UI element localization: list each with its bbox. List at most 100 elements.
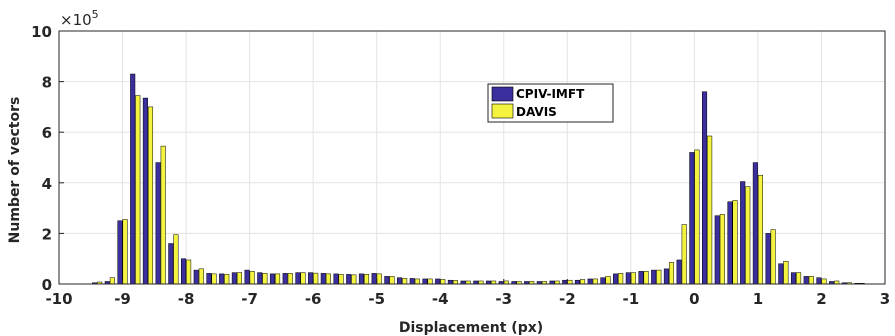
bar-cpiv-imft (613, 273, 619, 285)
x-tick-label: -10 (45, 290, 72, 308)
bar-cpiv-imft (333, 273, 339, 285)
bar-davis (821, 278, 827, 285)
bar-davis (707, 135, 713, 285)
bar-cpiv-imft (587, 278, 593, 285)
bar-davis (440, 279, 446, 285)
bar-davis (656, 269, 662, 285)
bar-cpiv-imft (778, 263, 784, 285)
legend-swatch-cpiv-imft (491, 86, 514, 102)
y-tick-label: 2 (42, 225, 52, 243)
legend: CPIV-IMFT DAVIS (487, 83, 614, 123)
bar-cpiv-imft (282, 273, 288, 285)
bar-davis (135, 95, 141, 285)
bar-davis (186, 259, 192, 285)
x-tick-label: -3 (495, 290, 512, 308)
x-tick-label: -7 (241, 290, 258, 308)
bar-davis (402, 278, 408, 285)
bar-davis (109, 277, 115, 285)
bar-cpiv-imft (714, 215, 720, 285)
bar-davis (338, 274, 344, 285)
bar-davis (770, 229, 776, 285)
bar-cpiv-imft (447, 279, 453, 285)
bar-davis (389, 276, 395, 285)
bar-cpiv-imft (600, 277, 606, 285)
bar-cpiv-imft (663, 268, 669, 285)
legend-label-davis: DAVIS (516, 105, 557, 119)
bar-davis (567, 279, 573, 285)
bar-cpiv-imft (422, 278, 428, 285)
y-multiplier-exponent: 5 (92, 8, 99, 21)
bar-cpiv-imft (651, 269, 657, 285)
bar-davis (592, 278, 598, 285)
y-tick-label: 10 (31, 23, 52, 41)
bar-cpiv-imft (409, 278, 415, 285)
bar-cpiv-imft (397, 277, 403, 285)
y-tick-label: 4 (42, 175, 52, 193)
bar-cpiv-imft (168, 243, 174, 285)
bar-davis (808, 276, 814, 285)
bar-cpiv-imft (346, 274, 352, 285)
bar-davis (224, 274, 230, 285)
x-tick-label: 0 (689, 290, 699, 308)
y-multiplier: ×105 (60, 8, 99, 29)
bar-davis (122, 219, 128, 285)
bar-davis (325, 273, 331, 285)
bar-cpiv-imft (244, 269, 250, 285)
x-tick-label: 3 (880, 290, 890, 308)
bar-davis (618, 273, 624, 285)
y-tick-label: 6 (42, 124, 52, 142)
x-tick-label: 1 (753, 290, 763, 308)
y-axis-title: Number of vectors (7, 97, 23, 244)
bar-davis (783, 260, 789, 285)
bar-series (92, 73, 865, 285)
bar-davis (300, 272, 306, 285)
bar-cpiv-imft (384, 276, 390, 285)
bar-davis (236, 272, 242, 285)
x-axis-title: Displacement (px) (399, 320, 543, 336)
bar-davis (630, 272, 636, 285)
x-tick-label: -5 (368, 290, 385, 308)
bar-cpiv-imft (181, 258, 187, 285)
bar-cpiv-imft (638, 271, 644, 285)
bar-davis (173, 234, 179, 285)
bar-cpiv-imft (435, 278, 441, 285)
bar-davis (605, 276, 611, 285)
bar-cpiv-imft (320, 273, 326, 285)
bar-cpiv-imft (702, 91, 708, 285)
bar-davis (376, 273, 382, 285)
bar-cpiv-imft (193, 269, 199, 285)
x-tick-label: -2 (559, 290, 576, 308)
bar-cpiv-imft (257, 272, 263, 285)
legend-label-cpiv-imft: CPIV-IMFT (516, 87, 585, 101)
bar-cpiv-imft (625, 272, 631, 285)
bar-cpiv-imft (117, 220, 123, 285)
y-tick-label: 8 (42, 74, 52, 92)
bar-davis (694, 149, 700, 285)
bar-cpiv-imft (231, 272, 237, 285)
bar-davis (313, 272, 319, 285)
bar-davis (745, 186, 751, 285)
bar-cpiv-imft (371, 273, 377, 285)
legend-swatch-davis (491, 103, 514, 119)
bar-davis (643, 271, 649, 285)
bar-cpiv-imft (206, 273, 212, 285)
bar-davis (275, 273, 281, 285)
bar-davis (211, 273, 217, 285)
bar-davis (452, 280, 459, 285)
x-tick-label: -6 (305, 290, 322, 308)
bar-cpiv-imft (689, 152, 695, 285)
bar-davis (732, 200, 738, 285)
bar-cpiv-imft (803, 276, 809, 285)
bar-cpiv-imft (752, 162, 758, 285)
x-tick-label: -4 (432, 290, 449, 308)
bar-cpiv-imft (562, 279, 568, 285)
bar-davis (160, 145, 166, 285)
bar-davis (147, 106, 154, 285)
bar-davis (757, 174, 763, 285)
bar-cpiv-imft (727, 201, 733, 285)
bar-davis (414, 278, 420, 285)
bar-cpiv-imft (740, 181, 746, 285)
bar-davis (198, 268, 204, 285)
bar-cpiv-imft (295, 272, 301, 285)
